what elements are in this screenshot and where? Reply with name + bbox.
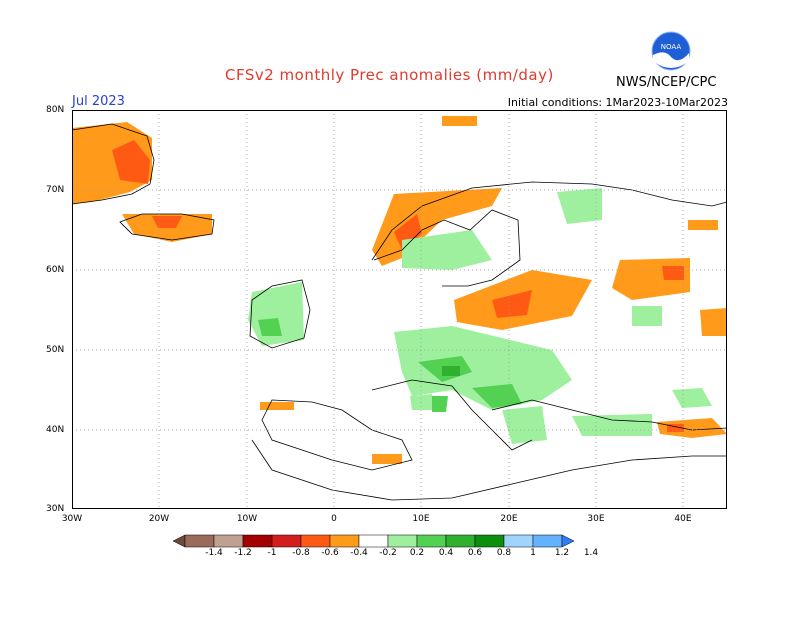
coastlines: [72, 123, 727, 501]
colorbar-label: 0.4: [438, 548, 454, 558]
colorbar-label: 1: [530, 548, 536, 558]
positive-anomalies: [248, 188, 712, 444]
colorbar-cell: [445, 534, 476, 548]
colorbar-cell: [300, 534, 331, 548]
colorbar-cell: [474, 534, 505, 548]
logo-text: NOAA: [661, 43, 682, 51]
colorbar-label: -1.2: [234, 548, 252, 558]
colorbar-label: -1.4: [205, 548, 223, 558]
lon-label: 30W: [61, 514, 83, 524]
colorbar-label: -0.8: [292, 548, 310, 558]
negative-anomalies: [72, 116, 727, 464]
colorbar-cell: [387, 534, 418, 548]
colorbar-label: 1.4: [583, 548, 599, 558]
colorbar: [173, 534, 575, 548]
colorbar-label: 0.8: [496, 548, 512, 558]
lat-label: 70N: [46, 185, 65, 195]
lon-label: 40E: [674, 514, 692, 524]
lon-label: 20E: [500, 514, 518, 524]
colorbar-cell: [184, 534, 215, 548]
map-title: CFSv2 monthly Prec anomalies (mm/day): [225, 66, 554, 84]
lat-label: 60N: [46, 265, 65, 275]
colorbar-cell: [532, 534, 563, 548]
colorbar-label: 0.6: [467, 548, 483, 558]
initial-conditions: Initial conditions: 1Mar2023-10Mar2023: [507, 96, 728, 109]
lon-label: 0: [331, 514, 337, 524]
colorbar-cell: [561, 534, 575, 548]
colorbar-label: 1.2: [554, 548, 570, 558]
graticule: [72, 110, 727, 509]
lon-label: 10W: [236, 514, 258, 524]
colorbar-cell: [242, 534, 273, 548]
noaa-logo-icon: NOAA: [651, 31, 691, 71]
colorbar-cell: [358, 534, 389, 548]
colorbar-cell: [416, 534, 447, 548]
forecast-month: Jul 2023: [72, 94, 125, 109]
lon-label: 10E: [412, 514, 430, 524]
agency-label: NWS/NCEP/CPC: [616, 75, 717, 90]
lon-label: 20W: [148, 514, 170, 524]
colorbar-label: -0.4: [350, 548, 368, 558]
lat-label: 50N: [46, 345, 65, 355]
lat-label: 80N: [46, 105, 65, 115]
colorbar-cell: [173, 534, 186, 548]
colorbar-cell: [329, 534, 360, 548]
lat-label: 30N: [46, 504, 65, 514]
anomaly-map: [72, 110, 727, 509]
colorbar-label: -0.2: [379, 548, 397, 558]
colorbar-label: -1: [267, 548, 277, 558]
colorbar-label: -0.6: [321, 548, 339, 558]
colorbar-cell: [503, 534, 534, 548]
lat-label: 40N: [46, 425, 65, 435]
lon-label: 30E: [587, 514, 605, 524]
colorbar-cell: [271, 534, 302, 548]
noaa-logo: NOAA: [651, 31, 691, 71]
colorbar-cell: [213, 534, 244, 548]
colorbar-label: 0.2: [409, 548, 425, 558]
